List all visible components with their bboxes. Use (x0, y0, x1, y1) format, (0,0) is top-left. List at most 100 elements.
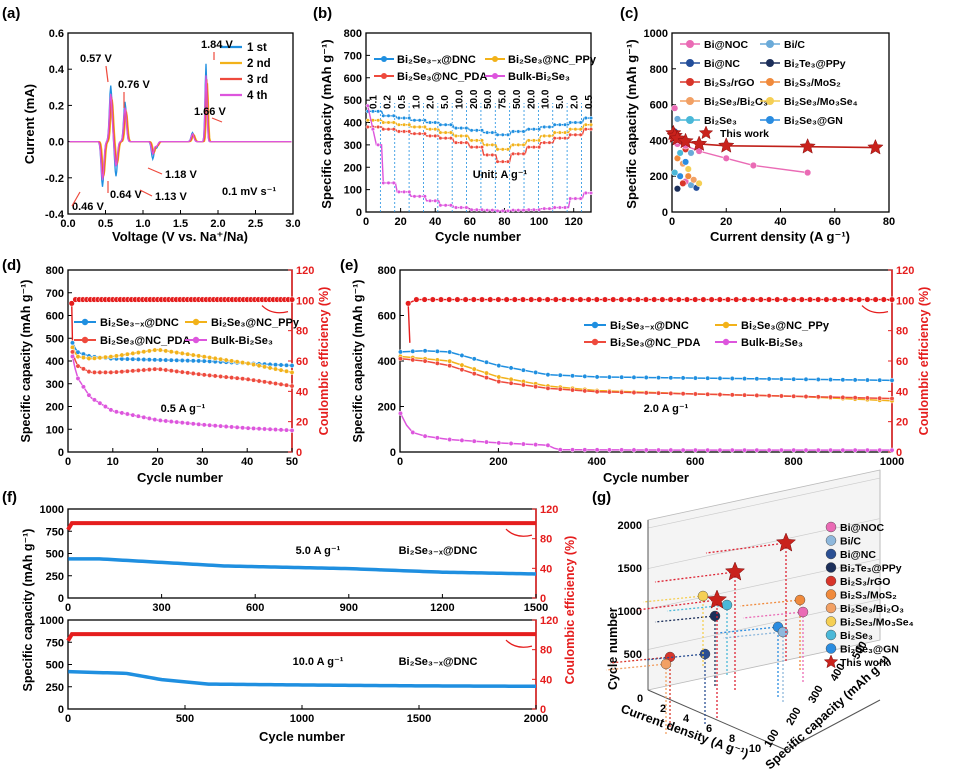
capacity-data-point (877, 377, 883, 383)
capacity-data-point (124, 368, 130, 374)
rate-data-point (386, 113, 391, 118)
capacity-data-point (196, 353, 202, 359)
rate-data-point (402, 129, 407, 134)
x-tick-label: 20 (151, 456, 163, 468)
ce-data-point (823, 296, 830, 303)
capacity-data-point (289, 369, 295, 375)
capacity-data-point (157, 366, 163, 372)
capacity-data-point (152, 357, 158, 363)
ce-data-point (815, 296, 822, 303)
rate-data-point (562, 122, 568, 127)
x-tick-label: 6 (706, 723, 712, 735)
x-tick-label: 400 (588, 456, 606, 468)
literature-point (690, 176, 698, 184)
capacity-data-point (135, 413, 141, 419)
y-tick-label: 600 (378, 311, 396, 323)
capacity-data-point (240, 360, 246, 366)
capacity-data-point (229, 375, 235, 381)
legend-label: Bulk-Bi₂Se₃ (741, 337, 803, 349)
capacity-data-point (168, 368, 174, 374)
rate-data-point (381, 180, 386, 185)
ce-data-point (569, 296, 576, 303)
legend-marker (492, 56, 498, 62)
rate-data-point (547, 206, 552, 211)
legend-label: Bi@NOC (840, 522, 884, 534)
capacity-data-point (81, 366, 86, 372)
capacity-data-point (190, 352, 196, 358)
ce-data-point (651, 296, 658, 303)
rate-data-point (516, 129, 521, 134)
rate-data-point (422, 118, 427, 123)
ce-data-point (675, 296, 682, 303)
ce-data-point (421, 296, 428, 303)
capacity-data-point (619, 389, 625, 395)
capacity-data-point (141, 357, 147, 362)
legend-label: Bi₂Se₃/Bi₂O₃ (840, 603, 904, 615)
rate-data-point (448, 130, 453, 135)
x-tick-label: 0.0 (60, 218, 75, 230)
capacity-data-point (240, 425, 246, 431)
rate-label: 10.0 (454, 89, 465, 109)
rate-data-point (433, 133, 438, 138)
capacity-data-point (828, 377, 834, 383)
rate-data-point (412, 118, 417, 123)
rate-data-point (443, 203, 448, 208)
rate-data-point (438, 122, 443, 127)
capacity-data-point (135, 367, 141, 373)
ce-data-point (806, 296, 814, 303)
literature-point (687, 149, 695, 157)
y-tick-label: 800 (46, 265, 64, 277)
rate-data-point (433, 120, 438, 125)
capacity-data-point (484, 439, 489, 445)
legend-marker (591, 321, 599, 329)
y-tick-label: 0 (662, 207, 668, 219)
capacity-series-line (68, 669, 537, 689)
capacity-data-point (289, 383, 295, 389)
rate-data-point (573, 196, 578, 201)
y-tick-label: -0.4 (45, 209, 65, 221)
legend-marker (686, 40, 694, 48)
capacity-data-point (557, 372, 563, 378)
legend-label: Bi/C (784, 39, 805, 51)
ce-data-point (544, 296, 551, 303)
capacity-data-point (803, 376, 809, 382)
rate-data-point (495, 132, 500, 137)
rate-data-point (542, 124, 547, 130)
capacity-data-point (410, 429, 416, 435)
y-tick-label: 80 (296, 326, 308, 338)
capacity-data-point (570, 387, 575, 393)
rate-data-point (422, 131, 427, 136)
capacity-data-point (245, 376, 251, 382)
annotation-arrow (139, 189, 153, 197)
rate-data-point (521, 208, 526, 213)
capacity-data-point (262, 426, 268, 432)
y-tick-label: 20 (296, 417, 308, 429)
rate-data-point (370, 109, 375, 114)
capacity-data-point (135, 350, 141, 356)
peak-annotation: 1.84 V (201, 39, 233, 51)
capacity-data-point (459, 367, 465, 373)
capacity-data-point (434, 435, 440, 441)
rate-data-point (391, 127, 396, 132)
capacity-data-point (680, 391, 686, 397)
comparison-sphere (709, 610, 721, 622)
capacity-data-point (729, 392, 735, 398)
peak-annotation: 0.57 V (80, 53, 112, 65)
legend-label: 2 nd (247, 58, 271, 70)
capacity-data-point (729, 447, 735, 453)
peak-annotation: 0.76 V (118, 79, 150, 91)
legend-marker (492, 73, 498, 79)
x-tick-label: 0 (637, 693, 643, 705)
y-tick-label: 0 (390, 447, 396, 459)
rate-label: 1.0 (411, 95, 422, 109)
x-tick-label: 120 (565, 216, 583, 228)
capacity-data-point (284, 368, 289, 374)
capacity-data-point (86, 369, 92, 375)
rate-data-point (557, 205, 562, 210)
legend-label: This work (840, 657, 889, 669)
legend-marker (825, 521, 837, 533)
capacity-data-point (447, 349, 453, 355)
rate-data-point (578, 196, 583, 201)
capacity-data-point (163, 357, 169, 363)
